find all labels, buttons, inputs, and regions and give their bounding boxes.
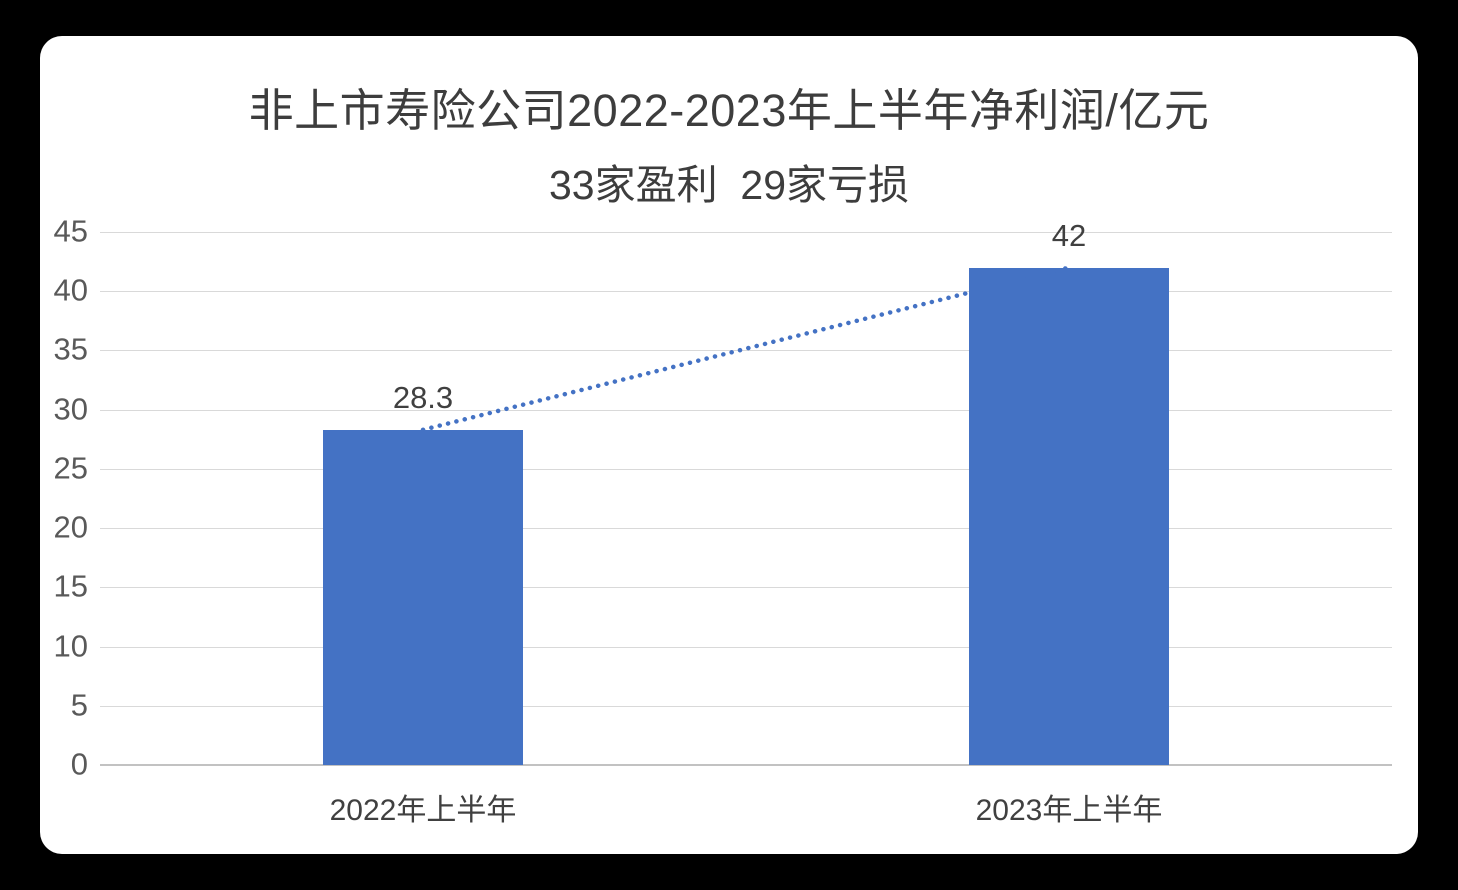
y-tick-label: 0: [70, 746, 88, 782]
gridline: [100, 291, 1392, 293]
gridline: [100, 468, 1392, 470]
y-tick-label: 25: [53, 450, 88, 486]
chart-title: 非上市寿险公司2022-2023年上半年净利润/亿元: [248, 85, 1210, 136]
gridline: [100, 587, 1392, 589]
x-tick-label: 2022年上半年: [329, 794, 517, 827]
gridline: [100, 646, 1392, 648]
gridline: [100, 705, 1392, 707]
chart-card: 非上市寿险公司2022-2023年上半年净利润/亿元 33家盈利 29家亏损 0…: [40, 36, 1418, 854]
gridline: [100, 528, 1392, 530]
y-tick-label: 10: [53, 627, 88, 663]
trendline: [420, 265, 1072, 433]
y-tick-label: 30: [53, 390, 88, 426]
plot-area: 0 5 10 15 20 25 30 35 40 45 28.3 2022年上半年 42 2023年上半年: [54, 213, 1392, 827]
y-tick-label: 40: [53, 272, 88, 308]
x-axis-line: [100, 764, 1392, 766]
gridline: [100, 409, 1392, 411]
x-tick-label: 2023年上半年: [975, 794, 1163, 827]
bar-value-label: 28.3: [392, 379, 454, 415]
y-tick-label: 15: [53, 568, 88, 604]
y-tick-label: 20: [53, 509, 88, 545]
gridline: [100, 232, 1392, 233]
bar: [323, 429, 523, 765]
y-tick-label: 45: [53, 213, 88, 249]
bar-value-label: 42: [1051, 217, 1087, 253]
bar: [969, 267, 1169, 765]
y-tick-label: 5: [70, 687, 88, 723]
chart-subtitle: 33家盈利 29家亏损: [549, 162, 909, 208]
y-tick-label: 35: [53, 331, 88, 367]
gridline: [100, 350, 1392, 352]
